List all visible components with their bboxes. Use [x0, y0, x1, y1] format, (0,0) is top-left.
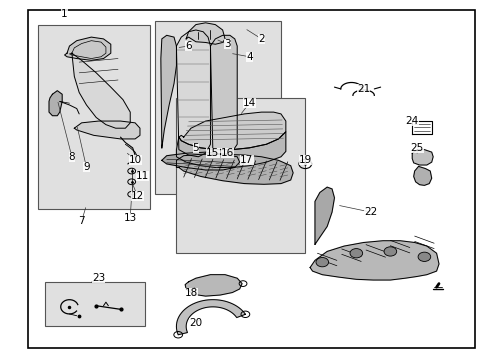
- Polygon shape: [64, 37, 111, 60]
- Polygon shape: [161, 35, 176, 148]
- Text: 15: 15: [206, 148, 219, 158]
- Bar: [45, 282, 144, 327]
- Text: 14: 14: [242, 98, 255, 108]
- Text: 12: 12: [131, 191, 144, 201]
- Polygon shape: [413, 166, 431, 185]
- Text: 20: 20: [189, 318, 202, 328]
- Polygon shape: [49, 91, 62, 116]
- Text: 21: 21: [356, 84, 369, 94]
- Polygon shape: [162, 152, 239, 170]
- Bar: [154, 21, 281, 194]
- Circle shape: [349, 249, 362, 258]
- Text: 8: 8: [68, 152, 75, 162]
- Text: 2: 2: [258, 34, 264, 44]
- Text: 13: 13: [123, 212, 137, 222]
- Text: 17: 17: [240, 156, 253, 165]
- Circle shape: [383, 247, 396, 256]
- Circle shape: [417, 252, 430, 261]
- Bar: [38, 24, 149, 208]
- Text: 25: 25: [409, 143, 423, 153]
- Polygon shape: [309, 241, 438, 280]
- Polygon shape: [186, 23, 224, 44]
- Polygon shape: [185, 275, 242, 296]
- Text: 11: 11: [136, 171, 149, 181]
- Circle shape: [315, 257, 328, 267]
- Polygon shape: [179, 112, 285, 150]
- Polygon shape: [72, 53, 130, 128]
- Polygon shape: [411, 150, 432, 165]
- Text: 10: 10: [128, 156, 142, 165]
- Polygon shape: [314, 187, 334, 244]
- Text: 24: 24: [405, 116, 418, 126]
- Text: 7: 7: [78, 216, 85, 226]
- Text: 9: 9: [83, 162, 90, 172]
- Text: 5: 5: [192, 143, 199, 153]
- Polygon shape: [210, 35, 237, 155]
- Text: 1: 1: [61, 9, 68, 19]
- Text: 4: 4: [245, 52, 252, 62]
- Bar: [176, 98, 305, 253]
- Polygon shape: [74, 121, 140, 139]
- Text: 18: 18: [184, 288, 197, 297]
- Polygon shape: [176, 154, 292, 184]
- Polygon shape: [176, 132, 285, 167]
- Text: 22: 22: [364, 207, 377, 217]
- Text: 19: 19: [298, 156, 311, 165]
- Text: 23: 23: [92, 273, 105, 283]
- Text: 3: 3: [224, 39, 230, 49]
- Text: 6: 6: [185, 41, 191, 51]
- Text: 16: 16: [221, 148, 234, 158]
- Polygon shape: [176, 30, 210, 157]
- Polygon shape: [176, 300, 245, 335]
